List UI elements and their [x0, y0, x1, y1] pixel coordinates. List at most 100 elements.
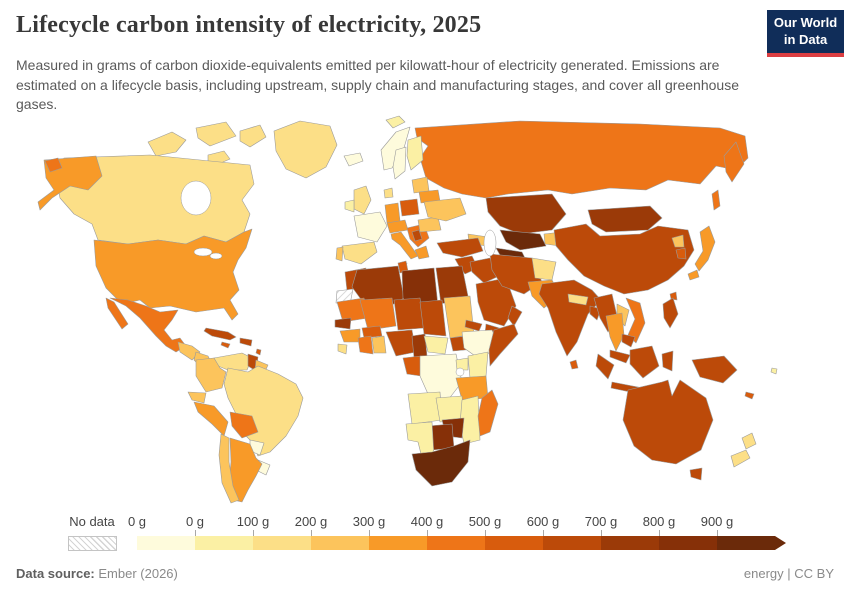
legend-tick-label: 900 g	[700, 514, 734, 529]
region-japan[interactable]	[694, 225, 716, 272]
region-senegal[interactable]	[334, 317, 352, 330]
region-colombia[interactable]	[195, 357, 227, 393]
legend-no-data-swatch[interactable]	[68, 536, 117, 551]
legend-bin-6[interactable]	[485, 536, 543, 550]
region-indonesia-sumatra[interactable]	[595, 353, 615, 380]
region-nigeria[interactable]	[385, 329, 417, 357]
region-sierra-leone[interactable]	[337, 343, 348, 355]
region-kazakhstan[interactable]	[485, 193, 567, 235]
region-china[interactable]	[553, 223, 695, 295]
region-taiwan[interactable]	[669, 291, 678, 301]
legend-bin-2[interactable]	[253, 536, 311, 550]
region-russia-kamchatka[interactable]	[723, 141, 745, 183]
region-greece[interactable]	[414, 245, 430, 260]
region-france[interactable]	[353, 211, 388, 243]
region-italy[interactable]	[390, 231, 419, 260]
region-uzbekistan[interactable]	[499, 229, 547, 251]
region-chad[interactable]	[419, 299, 447, 337]
region-burkina-faso[interactable]	[361, 325, 383, 339]
region-australia[interactable]	[622, 379, 714, 465]
legend-bin-4[interactable]	[369, 536, 427, 550]
region-turkey[interactable]	[436, 237, 484, 258]
region-philippines[interactable]	[662, 297, 679, 329]
legend-bin-8[interactable]	[601, 536, 659, 550]
region-mexico[interactable]	[109, 297, 187, 353]
region-mali[interactable]	[359, 297, 397, 331]
region-mongolia[interactable]	[587, 205, 663, 233]
region-new-zealand-north[interactable]	[741, 432, 757, 450]
region-germany[interactable]	[384, 202, 401, 224]
region-greenland[interactable]	[273, 120, 338, 179]
region-malaysia[interactable]	[609, 349, 631, 364]
legend-bin-3[interactable]	[311, 536, 369, 550]
region-arctic-islands[interactable]	[147, 131, 187, 157]
region-portugal[interactable]	[335, 246, 344, 262]
data-source-value[interactable]: Ember (2026)	[98, 566, 178, 581]
region-sweden[interactable]	[392, 146, 407, 180]
region-serbia[interactable]	[411, 229, 423, 242]
owid-logo[interactable]: Our World in Data	[767, 10, 844, 57]
legend-bin-9[interactable]	[659, 536, 717, 550]
region-arctic-islands[interactable]	[195, 121, 237, 147]
legend-bin-10[interactable]	[717, 536, 775, 550]
region-baltic-states[interactable]	[411, 176, 430, 194]
region-poland[interactable]	[399, 198, 420, 217]
region-papua-new-guinea[interactable]	[691, 355, 738, 384]
region-spain[interactable]	[341, 241, 378, 265]
region-new-zealand-south[interactable]	[730, 449, 751, 468]
region-finland[interactable]	[406, 135, 424, 171]
region-ecuador[interactable]	[187, 391, 207, 404]
region-indonesia-sulawesi[interactable]	[661, 350, 674, 372]
region-cambodia[interactable]	[621, 333, 636, 348]
region-fiji[interactable]	[770, 367, 778, 375]
legend-bin-1[interactable]	[195, 536, 253, 550]
region-united-kingdom[interactable]	[353, 185, 372, 215]
legend-bin-7[interactable]	[543, 536, 601, 550]
region-india[interactable]	[538, 279, 602, 357]
region-chukotka[interactable]	[44, 157, 63, 173]
region-ivory-coast[interactable]	[357, 335, 374, 355]
region-denmark[interactable]	[383, 187, 394, 199]
region-lesser-antilles[interactable]	[255, 348, 262, 356]
legend-bin-0[interactable]	[137, 536, 195, 550]
region-iceland[interactable]	[343, 152, 364, 167]
region-chile[interactable]	[218, 433, 240, 504]
region-afghanistan[interactable]	[531, 257, 557, 281]
region-south-africa[interactable]	[411, 439, 471, 487]
region-peru[interactable]	[193, 401, 229, 437]
region-gabon-congo[interactable]	[402, 355, 422, 377]
region-russia[interactable]	[414, 120, 749, 199]
region-indonesia-borneo[interactable]	[629, 345, 660, 379]
region-uganda[interactable]	[455, 357, 469, 371]
region-somalia[interactable]	[488, 323, 519, 367]
region-sri-lanka[interactable]	[569, 359, 579, 370]
region-australia-tasmania[interactable]	[689, 467, 703, 481]
region-south-korea[interactable]	[675, 247, 687, 260]
region-central-african-republic[interactable]	[423, 335, 449, 355]
region-niger[interactable]	[393, 297, 425, 331]
region-kenya[interactable]	[467, 351, 489, 379]
region-jamaica[interactable]	[220, 341, 231, 349]
region-usa[interactable]	[93, 228, 253, 321]
region-arctic-islands[interactable]	[239, 124, 267, 148]
region-angola[interactable]	[407, 391, 443, 425]
region-ireland[interactable]	[344, 199, 355, 213]
region-ghana[interactable]	[371, 335, 387, 354]
region-russia-sakhalin[interactable]	[711, 189, 721, 211]
region-thailand[interactable]	[605, 312, 625, 352]
region-svalbard[interactable]	[385, 115, 406, 129]
region-hispaniola[interactable]	[239, 337, 253, 347]
region-vietnam[interactable]	[625, 297, 646, 344]
region-cuba[interactable]	[203, 327, 237, 341]
region-north-korea[interactable]	[671, 234, 685, 248]
legend-bin-5[interactable]	[427, 536, 485, 550]
region-new-caledonia[interactable]	[744, 391, 755, 400]
region-madagascar[interactable]	[477, 389, 499, 437]
region-nepal[interactable]	[567, 293, 589, 306]
region-mexico-baja[interactable]	[105, 297, 129, 330]
region-japan-south[interactable]	[687, 269, 700, 281]
region-bolivia[interactable]	[229, 411, 259, 439]
region-guinea[interactable]	[339, 328, 361, 343]
region-ukraine[interactable]	[423, 197, 467, 222]
license-link[interactable]: energy | CC BY	[743, 566, 834, 581]
